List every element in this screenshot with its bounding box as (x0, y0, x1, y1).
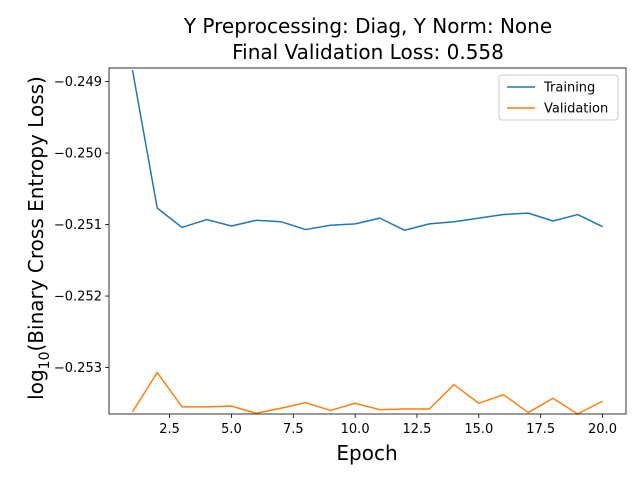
legend-label-validation: Validation (544, 102, 608, 117)
plot-background (109, 68, 626, 414)
y-axis-ticks: −0.249 −0.250 −0.251 −0.252 −0.253 (54, 75, 109, 376)
x-tick-label: 5.0 (221, 422, 242, 437)
axes (108, 67, 627, 415)
y-tick-label: −0.252 (54, 290, 102, 305)
y-axis-label: log10(Binary Cross Entropy Loss) (24, 76, 53, 400)
y-tick-label: −0.249 (54, 75, 102, 90)
x-tick-label: 7.5 (283, 422, 304, 437)
y-tick-label: −0.251 (54, 218, 102, 233)
x-tick-label: 17.5 (526, 422, 555, 437)
chart-title-line-2: Final Validation Loss: 0.558 (232, 40, 504, 64)
y-axis-label-rest: (Binary Cross Entropy Loss) (24, 76, 48, 351)
series-layer (131, 70, 603, 415)
legend: Training Validation (498, 74, 619, 121)
x-tick-label: 2.5 (159, 422, 180, 437)
y-axis-label-subscript: 10 (37, 352, 53, 370)
chart-title: Y Preprocessing: Diag, Y Norm: None Fina… (183, 14, 552, 64)
y-tick-label: −0.253 (54, 361, 102, 376)
x-tick-label: 10.0 (341, 422, 370, 437)
x-axis-label: Epoch (336, 441, 397, 465)
axes-frame (108, 67, 627, 415)
legend-label-training: Training (543, 81, 595, 96)
plot-area (109, 68, 626, 414)
chart-title-line-1: Y Preprocessing: Diag, Y Norm: None (183, 14, 552, 38)
series-line-validation (131, 371, 603, 415)
x-tick-label: 15.0 (464, 422, 493, 437)
y-axis-label-log: log (24, 369, 48, 400)
x-axis-ticks: 2.5 5.0 7.5 10.0 12.5 15.0 17.5 20.0 (159, 414, 617, 437)
x-tick-label: 20.0 (588, 422, 617, 437)
y-tick-label: −0.250 (54, 147, 102, 162)
x-tick-label: 12.5 (402, 422, 431, 437)
series-line-training (131, 70, 603, 232)
